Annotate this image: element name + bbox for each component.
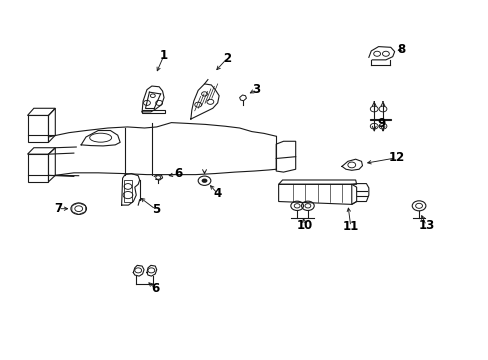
Text: 6: 6 <box>151 282 160 295</box>
Text: 5: 5 <box>151 203 160 216</box>
Text: 1: 1 <box>160 49 168 62</box>
Text: 12: 12 <box>387 151 404 164</box>
Text: 10: 10 <box>296 219 312 232</box>
Text: 4: 4 <box>213 187 222 200</box>
Text: 11: 11 <box>342 220 358 233</box>
Text: 8: 8 <box>397 42 405 55</box>
Text: 6: 6 <box>174 167 183 180</box>
Text: 9: 9 <box>376 117 385 130</box>
Text: 3: 3 <box>252 83 260 96</box>
Text: 13: 13 <box>417 219 434 232</box>
Text: 7: 7 <box>54 202 62 215</box>
Text: 2: 2 <box>223 51 231 64</box>
Circle shape <box>201 179 207 183</box>
